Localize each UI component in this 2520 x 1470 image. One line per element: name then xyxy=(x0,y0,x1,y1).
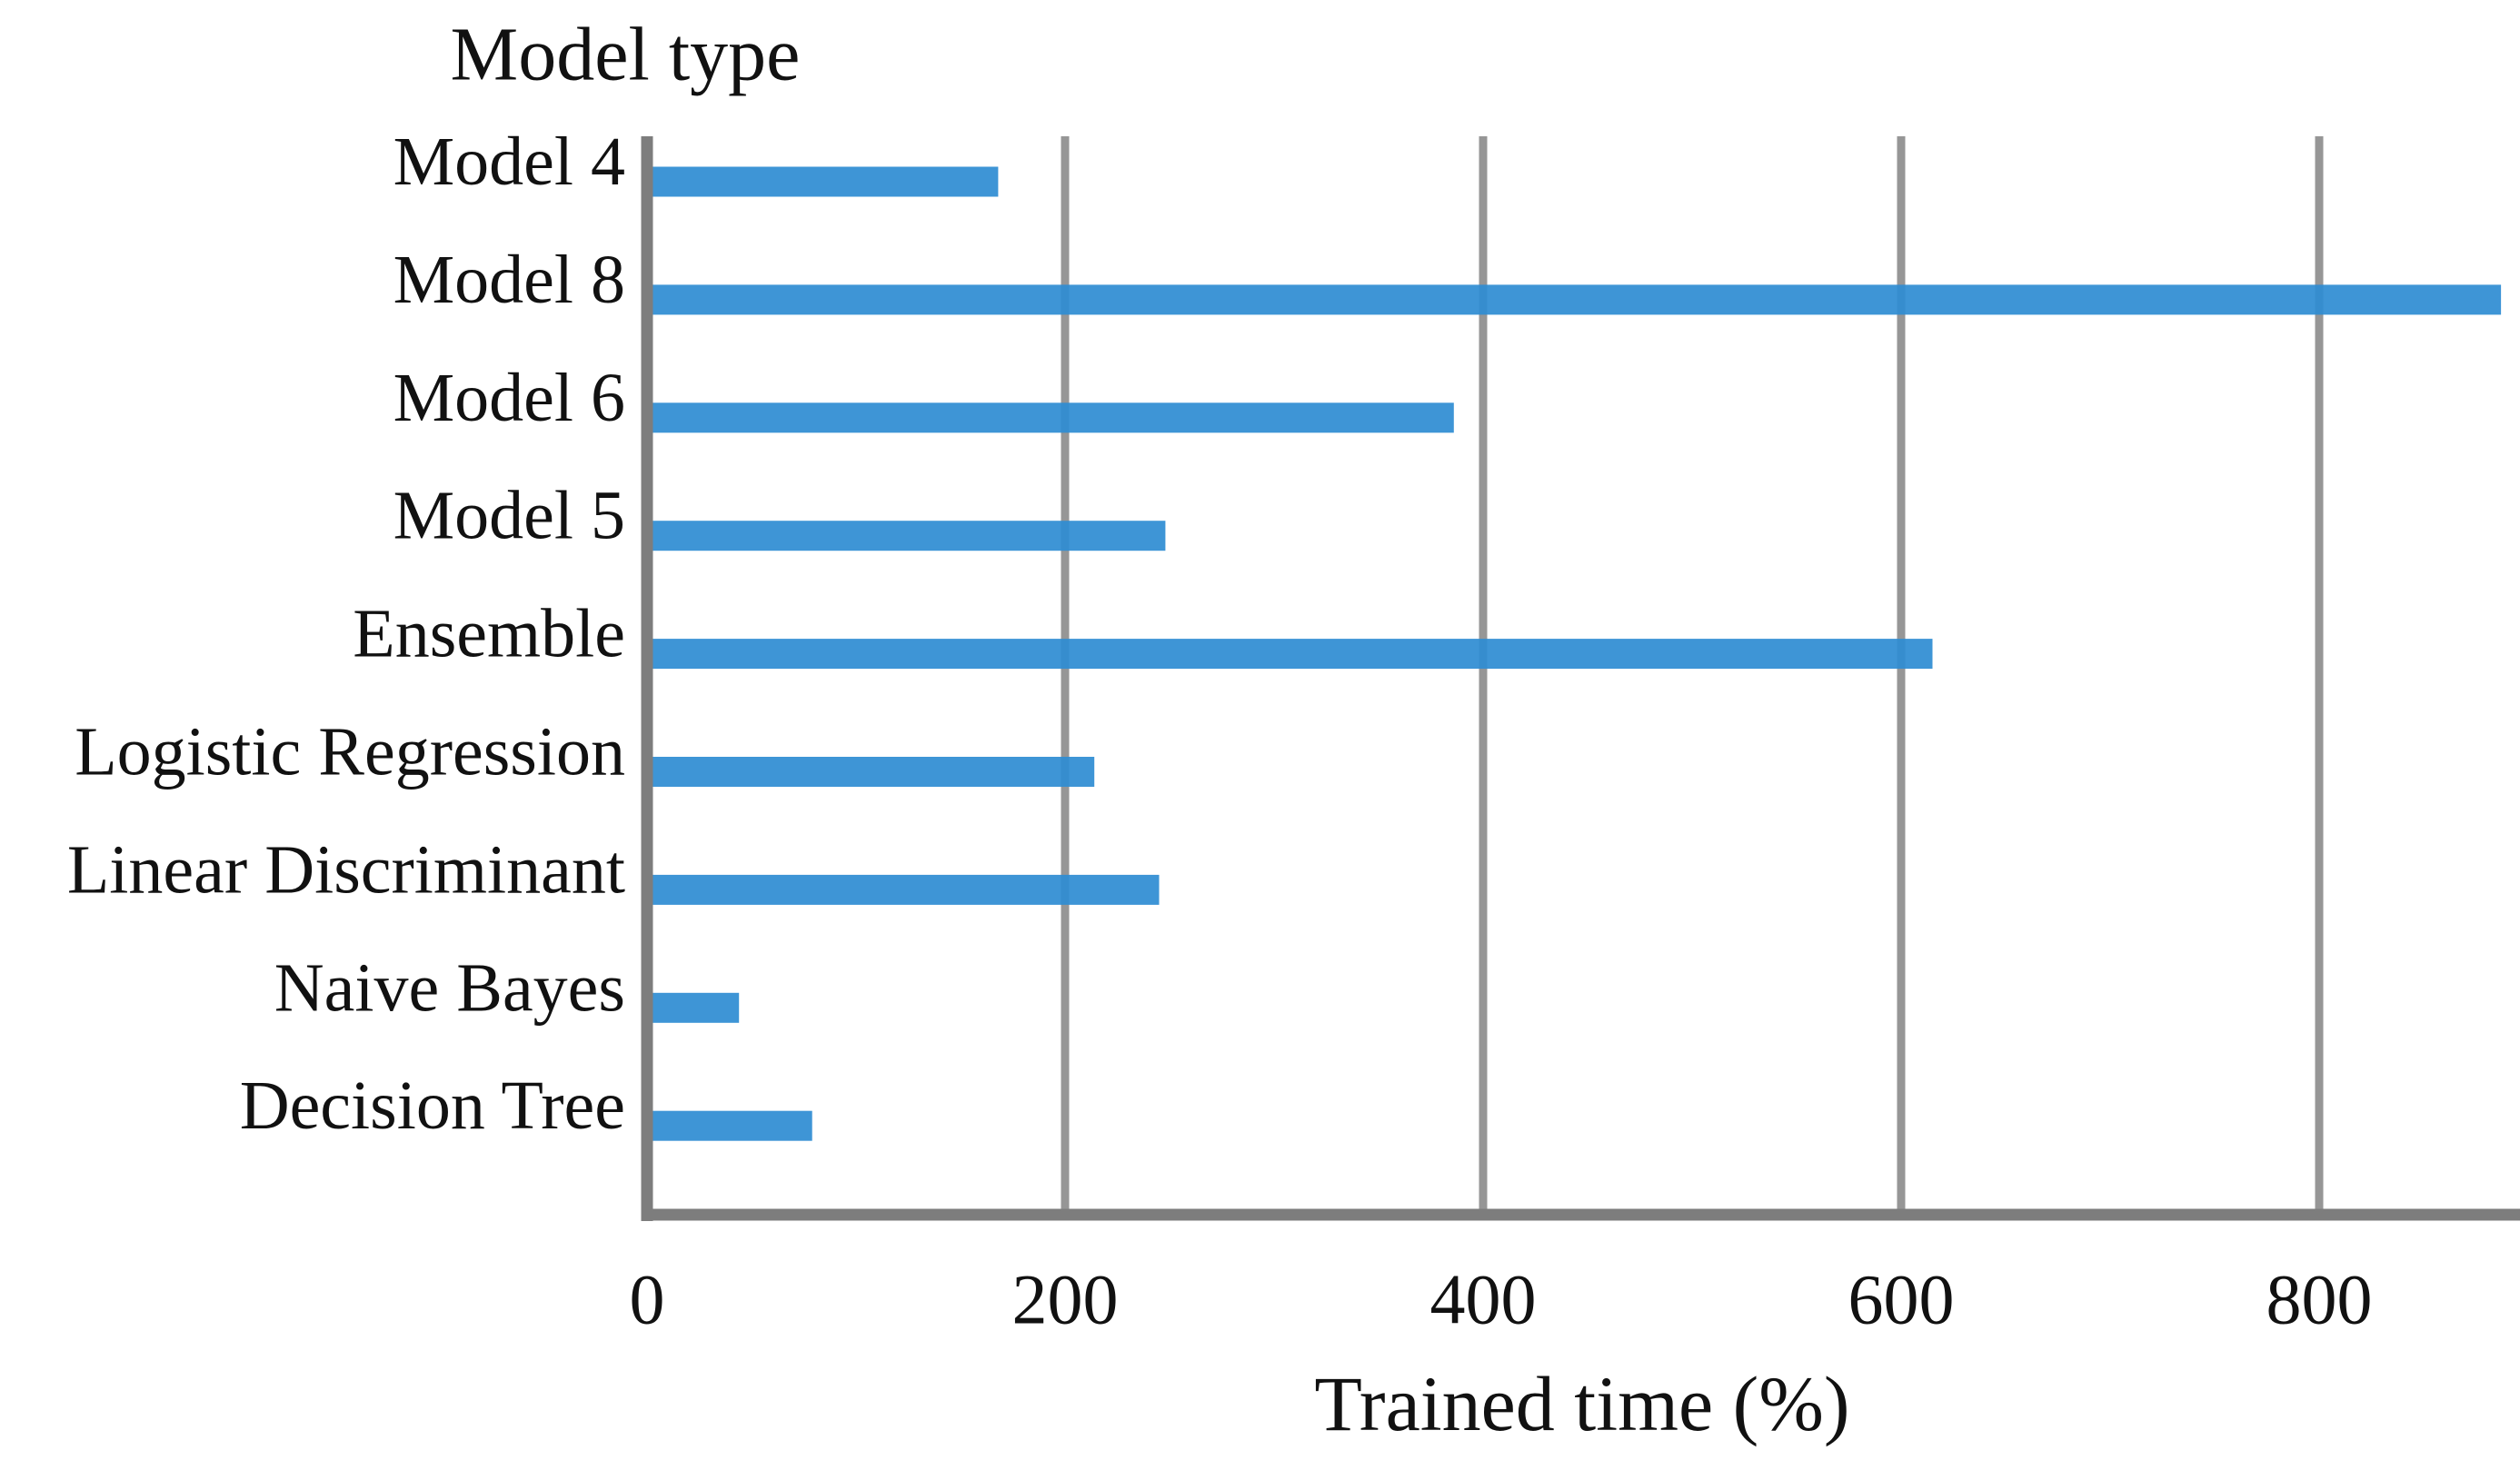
category-label: Model 4 xyxy=(393,124,625,200)
x-tick-labels: 0 200 400 600 800 xyxy=(630,1260,2373,1339)
bar xyxy=(651,639,1933,670)
axes xyxy=(641,136,2520,1221)
category-label: Naive Bayes xyxy=(274,949,625,1026)
category-label: Model 6 xyxy=(393,360,625,436)
x-tick-label: 800 xyxy=(2266,1260,2373,1339)
bar xyxy=(651,521,1166,551)
category-label: Model 8 xyxy=(393,242,625,318)
bar xyxy=(651,757,1095,787)
y-axis-title: Model type xyxy=(451,13,801,97)
category-label: Logistic Regression xyxy=(75,714,625,790)
x-tick-label: 400 xyxy=(1430,1260,1537,1339)
bar xyxy=(651,992,740,1023)
gridlines xyxy=(1061,136,2324,1209)
x-tick-label: 200 xyxy=(1012,1260,1119,1339)
bar xyxy=(651,402,1454,433)
bars xyxy=(651,166,2502,1141)
bar xyxy=(651,874,1160,905)
category-labels: Model 4 Model 8 Model 6 Model 5 Ensemble Logi… xyxy=(67,124,625,1144)
category-label: Model 5 xyxy=(393,478,625,554)
category-label: Ensemble xyxy=(353,596,625,672)
x-tick-label: 0 xyxy=(630,1260,665,1339)
bar xyxy=(651,284,2502,315)
category-label: Decision Tree xyxy=(240,1068,625,1144)
x-tick-label: 600 xyxy=(1848,1260,1955,1339)
bar xyxy=(651,166,999,197)
x-axis-title: Trained time (%) xyxy=(1314,1360,1849,1447)
category-label: Linear Discriminant xyxy=(67,831,625,908)
bar xyxy=(651,1110,812,1141)
